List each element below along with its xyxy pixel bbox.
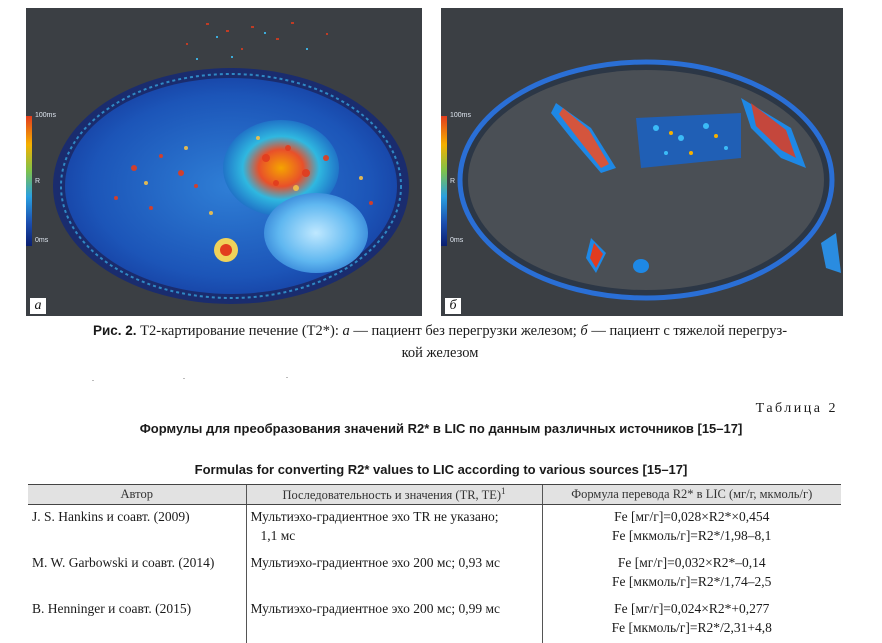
- cell-formula-umol: Fe [мкмоль/г]=R2*/1,98–8,1: [612, 528, 772, 543]
- cell-formula-umol: Fe [мкмоль/г]=R2*/2,31+4,8: [611, 620, 772, 635]
- panel-letter-b: б: [445, 298, 461, 314]
- header-sequence-text: Последовательность и значения (TR, TE): [282, 488, 502, 503]
- color-scale-bar: [441, 116, 447, 246]
- mri-panel-a: 100ms R 0ms a: [26, 8, 422, 316]
- cell-author: J. S. Hankins и соавт. (2009): [32, 509, 190, 524]
- cell-sequence-line-1: Мультиэхо-градиентное эхо 200 мс; 0,99 м…: [250, 601, 501, 616]
- cell-sequence: Мультиэхо-градиентное эхо TR не указано;…: [245, 504, 542, 551]
- table-row: B. Henninger и соавт. (2015) Мультиэхо-г…: [28, 597, 841, 643]
- cell-sequence: Мультиэхо-градиентное эхо 200 мс; 0,93 м…: [245, 551, 542, 597]
- figure-caption: Рис. 2. T2-картирование печение (T2*): а…: [30, 320, 850, 364]
- table-number: Таблица 2: [755, 401, 838, 416]
- table-header-row: Автор Последовательность и значения (TR,…: [28, 484, 841, 505]
- cell-formula-mg: Fe [мг/г]=0,024×R2*+0,277: [614, 601, 770, 616]
- cell-formula-umol: Fe [мкмоль/г]=R2*/1,74–2,5: [612, 574, 772, 589]
- cell-sequence: Мультиэхо-градиентное эхо 200 мс; 0,99 м…: [245, 597, 542, 643]
- cell-formula: Fe [мг/г]=0,024×R2*+0,277 Fe [мкмоль/г]=R…: [541, 597, 841, 643]
- scale-label-bottom: 0ms: [35, 237, 49, 244]
- cell-formula: Fe [мг/г]=0,028×R2*×0,454 Fe [мкмоль/г]=R…: [541, 504, 841, 551]
- caption-letter-a: а: [342, 323, 350, 339]
- scale-label-mid: R: [450, 178, 456, 185]
- header-sequence-footnote: 1: [501, 485, 506, 496]
- cell-formula-mg: Fe [мг/г]=0,028×R2*×0,454: [614, 509, 770, 524]
- color-scale-bar: [26, 116, 32, 246]
- header-author: Автор: [28, 484, 246, 505]
- cell-formula: Fe [мг/г]=0,032×R2*–0,14 Fe [мкмоль/г]=R2…: [541, 551, 841, 597]
- caption-text-1: T2-картирование печение (T2*):: [136, 323, 343, 339]
- cell-sequence-line-2: 1,1 мс: [260, 528, 296, 543]
- scale-label-bottom: 0ms: [450, 237, 464, 244]
- caption-letter-b: б: [580, 323, 588, 339]
- cell-formula-mg: Fe [мг/г]=0,032×R2*–0,14: [617, 555, 766, 570]
- table-title-en: Formulas for converting R2* values to LI…: [194, 462, 688, 477]
- panel-letter-a: a: [30, 298, 46, 314]
- formulas-table: Автор Последовательность и значения (TR,…: [28, 484, 841, 643]
- scale-label-mid: R: [35, 178, 41, 185]
- cell-author: M. W. Garbowski и соавт. (2014): [32, 555, 215, 570]
- header-formula: Формула перевода R2* в LIC (мг/г, мкмоль…: [541, 484, 841, 505]
- table-row: M. W. Garbowski и соавт. (2014) Мультиэх…: [28, 551, 841, 597]
- mri-panel-b: 100ms R 0ms б: [441, 8, 843, 316]
- cell-sequence-line-1: Мультиэхо-градиентное эхо 200 мс; 0,93 м…: [250, 555, 501, 570]
- cell-author: B. Henninger и соавт. (2015): [32, 601, 192, 616]
- caption-label: Рис. 2.: [92, 323, 137, 338]
- mri-t2-map-image: [26, 8, 422, 316]
- cell-sequence-line-1: Мультиэхо-градиентное эхо TR не указано;: [250, 509, 499, 524]
- scale-label-top: 100ms: [450, 112, 472, 119]
- caption-text-2: — пациент без перегрузки железом;: [349, 323, 581, 339]
- header-sequence: Последовательность и значения (TR, TE)1: [245, 484, 542, 505]
- scale-label-top: 100ms: [35, 112, 57, 119]
- caption-text-3: — пациент с тяжелой перегруз-: [587, 323, 788, 339]
- table-title-ru: Формулы для преобразования значений R2* …: [139, 421, 743, 436]
- caption-line-2: кой железом: [401, 345, 479, 361]
- table-row: J. S. Hankins и соавт. (2009) Мультиэхо-…: [28, 504, 841, 551]
- mri-t2-map-image: [441, 8, 843, 316]
